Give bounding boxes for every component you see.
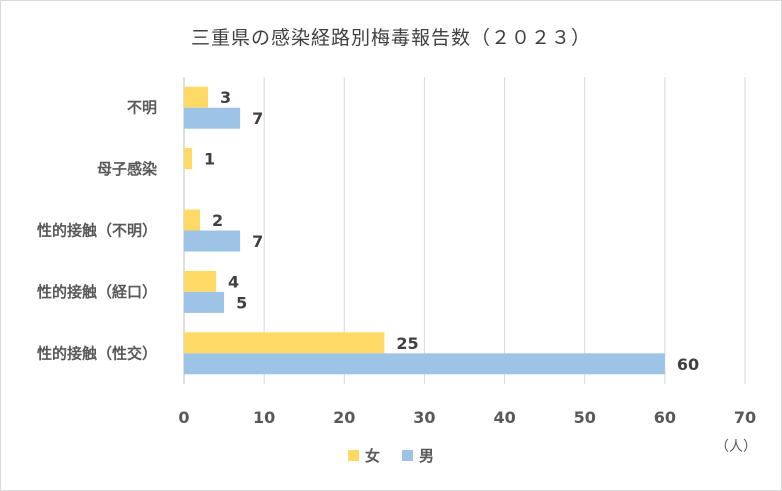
x-tick-label: 20 — [333, 408, 355, 427]
x-tick-label: 50 — [574, 408, 596, 427]
category-label: 性的接触（経口） — [37, 283, 157, 301]
bar-male — [184, 353, 665, 375]
bar-female — [184, 270, 217, 292]
bar-male — [184, 107, 241, 129]
x-tick-label: 30 — [413, 408, 435, 427]
legend: 女男 — [0, 445, 782, 466]
data-label: 1 — [204, 150, 215, 169]
x-tick-label: 0 — [178, 408, 189, 427]
legend-item-female: 女 — [347, 445, 380, 466]
category-label: 母子感染 — [97, 160, 158, 178]
data-label: 5 — [236, 293, 247, 312]
legend-item-male: 男 — [402, 445, 434, 466]
x-tick-label: 60 — [654, 408, 676, 427]
data-label: 7 — [252, 109, 263, 128]
legend-label: 女 — [364, 447, 380, 465]
data-label: 7 — [252, 232, 263, 251]
category-label: 性的接触（不明） — [37, 222, 157, 240]
bar-female — [184, 209, 201, 231]
data-label: 3 — [220, 88, 231, 107]
chart-title: 三重県の感染経路別梅毒報告数（２０２３） — [190, 27, 591, 49]
data-label: 4 — [228, 272, 239, 291]
legend-label: 男 — [419, 447, 435, 465]
bar-female — [184, 148, 193, 170]
bar-female — [184, 332, 385, 354]
legend-swatch — [402, 450, 413, 461]
category-label: 性的接触（性交） — [37, 344, 157, 362]
x-tick-label: 10 — [253, 408, 275, 427]
bar-male — [184, 291, 225, 313]
category-label: 不明 — [127, 99, 157, 117]
bar-male — [184, 230, 241, 252]
x-tick-label: 70 — [734, 408, 756, 427]
x-tick-label: 40 — [493, 408, 515, 427]
data-label: 60 — [677, 355, 699, 374]
data-label: 2 — [212, 211, 223, 230]
x-unit-label: （人） — [715, 439, 757, 455]
bar-female — [184, 86, 209, 108]
data-label: 25 — [396, 334, 418, 353]
legend-swatch — [347, 450, 359, 461]
